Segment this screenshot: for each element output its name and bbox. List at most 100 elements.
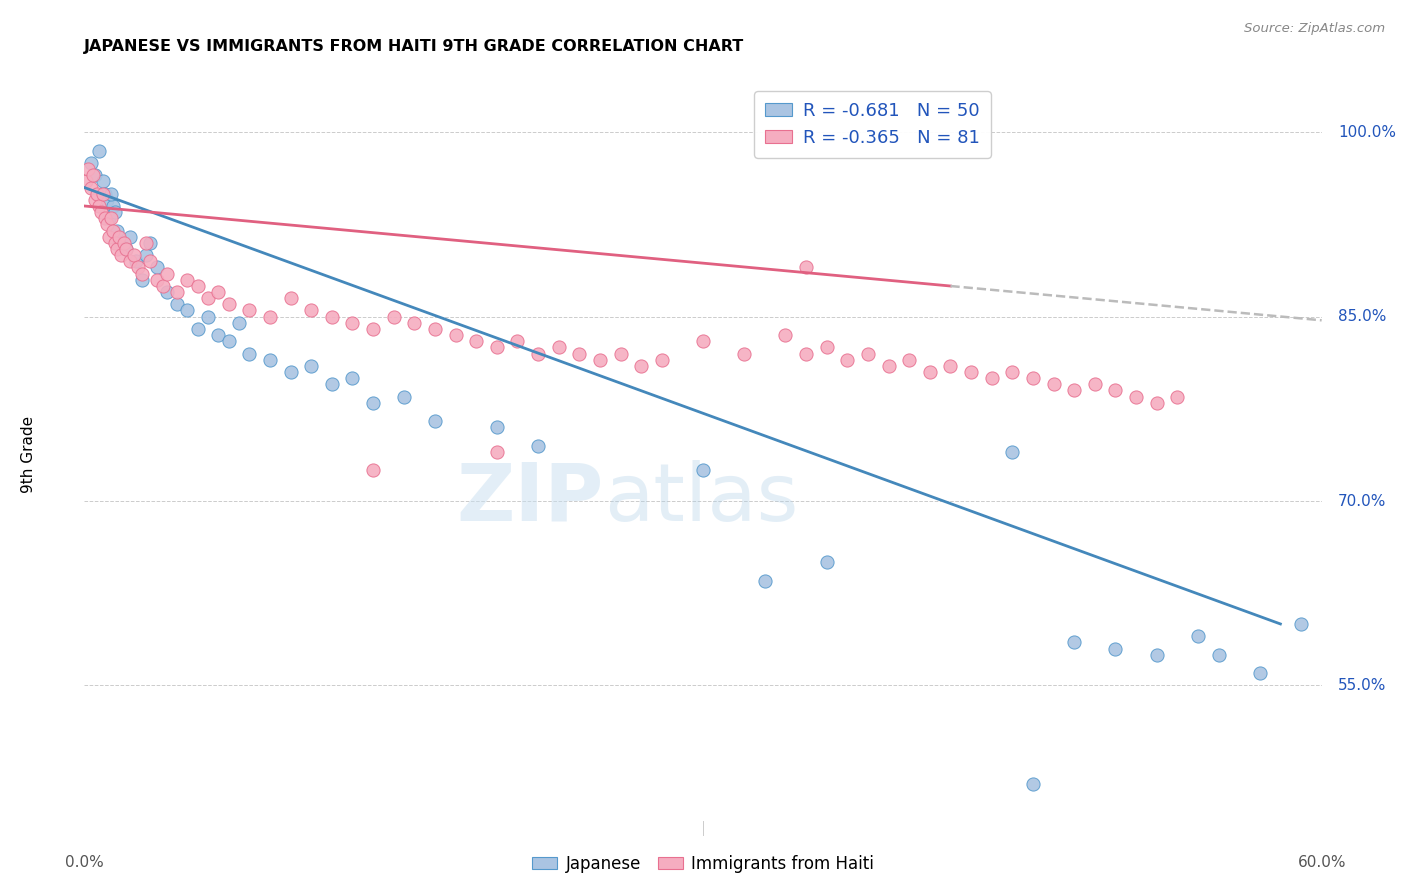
Point bbox=[131, 273, 153, 287]
Point bbox=[1084, 377, 1107, 392]
Point bbox=[218, 297, 240, 311]
Point bbox=[105, 242, 128, 256]
Point bbox=[135, 235, 157, 250]
Point bbox=[485, 445, 508, 459]
Point bbox=[207, 328, 229, 343]
Point bbox=[506, 334, 529, 349]
Point bbox=[176, 273, 198, 287]
Point bbox=[815, 556, 838, 570]
Point bbox=[589, 352, 612, 367]
Point bbox=[145, 273, 167, 287]
Point bbox=[280, 291, 302, 305]
Point bbox=[103, 223, 125, 237]
Legend: Japanese, Immigrants from Haiti: Japanese, Immigrants from Haiti bbox=[526, 848, 880, 880]
Point bbox=[1289, 616, 1312, 631]
Point bbox=[299, 303, 322, 318]
Point bbox=[692, 463, 714, 477]
Point bbox=[361, 463, 384, 477]
Point bbox=[207, 285, 229, 299]
Point bbox=[187, 322, 209, 336]
Text: Source: ZipAtlas.com: Source: ZipAtlas.com bbox=[1244, 22, 1385, 36]
Point bbox=[94, 186, 117, 201]
Point bbox=[118, 229, 141, 244]
Point bbox=[145, 260, 167, 275]
Point bbox=[96, 193, 118, 207]
Point bbox=[1063, 384, 1085, 398]
Point bbox=[1001, 365, 1024, 379]
Point bbox=[423, 322, 446, 336]
Point bbox=[87, 199, 110, 213]
Point bbox=[815, 340, 838, 354]
Text: 9th Grade: 9th Grade bbox=[21, 417, 37, 493]
Point bbox=[794, 260, 817, 275]
Text: 85.0%: 85.0% bbox=[1339, 310, 1386, 324]
Point bbox=[94, 211, 117, 226]
Point bbox=[1022, 777, 1045, 791]
Point bbox=[79, 156, 101, 170]
Point bbox=[238, 303, 260, 318]
Text: 60.0%: 60.0% bbox=[1298, 855, 1346, 870]
Point bbox=[114, 242, 136, 256]
Point bbox=[794, 346, 817, 360]
Point bbox=[135, 248, 157, 262]
Point bbox=[733, 346, 755, 360]
Text: atlas: atlas bbox=[605, 459, 799, 538]
Point bbox=[103, 199, 125, 213]
Point bbox=[156, 267, 179, 281]
Point bbox=[382, 310, 405, 324]
Point bbox=[980, 371, 1002, 385]
Point bbox=[1208, 648, 1230, 662]
Point bbox=[90, 205, 112, 219]
Point bbox=[939, 359, 962, 373]
Point bbox=[75, 174, 97, 188]
Point bbox=[1063, 635, 1085, 649]
Point bbox=[83, 168, 105, 182]
Point bbox=[197, 291, 219, 305]
Text: 70.0%: 70.0% bbox=[1339, 493, 1386, 508]
Point bbox=[108, 229, 131, 244]
Point bbox=[1146, 395, 1168, 409]
Point bbox=[82, 168, 104, 182]
Point bbox=[114, 242, 136, 256]
Point bbox=[218, 334, 240, 349]
Point bbox=[321, 377, 343, 392]
Point bbox=[1187, 629, 1209, 643]
Point bbox=[754, 574, 776, 588]
Point bbox=[877, 359, 900, 373]
Point bbox=[104, 205, 127, 219]
Point bbox=[100, 186, 122, 201]
Point bbox=[485, 340, 508, 354]
Point bbox=[100, 211, 122, 226]
Point bbox=[127, 260, 149, 275]
Point bbox=[259, 352, 281, 367]
Text: 0.0%: 0.0% bbox=[65, 855, 104, 870]
Point bbox=[527, 439, 550, 453]
Point bbox=[1042, 377, 1064, 392]
Point bbox=[98, 211, 121, 226]
Point bbox=[87, 144, 110, 158]
Point bbox=[423, 414, 446, 428]
Point bbox=[139, 254, 162, 268]
Text: ZIP: ZIP bbox=[457, 459, 605, 538]
Point bbox=[1104, 384, 1126, 398]
Text: JAPANESE VS IMMIGRANTS FROM HAITI 9TH GRADE CORRELATION CHART: JAPANESE VS IMMIGRANTS FROM HAITI 9TH GR… bbox=[84, 38, 745, 54]
Point bbox=[1001, 445, 1024, 459]
Point bbox=[960, 365, 983, 379]
Point bbox=[131, 267, 153, 281]
Point bbox=[1146, 648, 1168, 662]
Point bbox=[444, 328, 467, 343]
Point bbox=[187, 279, 209, 293]
Point bbox=[527, 346, 550, 360]
Text: 100.0%: 100.0% bbox=[1339, 125, 1396, 140]
Point bbox=[110, 248, 132, 262]
Point bbox=[197, 310, 219, 324]
Point bbox=[609, 346, 631, 360]
Point bbox=[361, 395, 384, 409]
Point bbox=[392, 390, 415, 404]
Point bbox=[485, 420, 508, 434]
Point bbox=[361, 322, 384, 336]
Point bbox=[176, 303, 198, 318]
Point bbox=[83, 193, 105, 207]
Point bbox=[112, 235, 135, 250]
Point bbox=[1249, 666, 1271, 681]
